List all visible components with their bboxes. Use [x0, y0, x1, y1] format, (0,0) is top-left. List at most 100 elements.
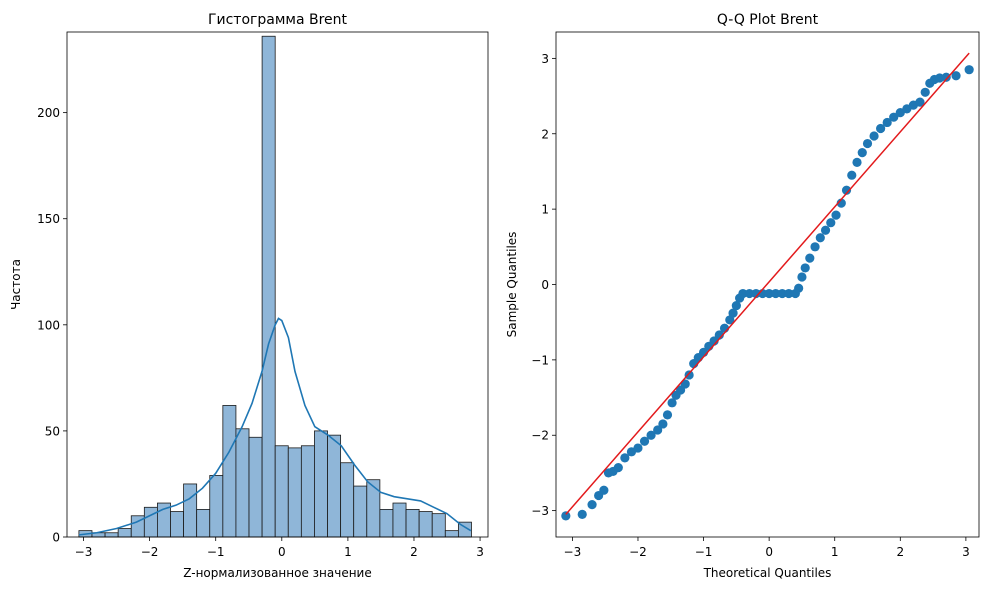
- qq-point: [831, 210, 841, 220]
- qq-point: [857, 147, 867, 158]
- histogram-y-ticks: 0 50 100 150 200: [37, 106, 67, 545]
- histogram-title: Гистограмма Brent: [208, 12, 348, 28]
- qq-point: [882, 117, 892, 128]
- histogram-bar: [235, 428, 250, 538]
- y-tick-label: 0: [541, 278, 549, 292]
- x-tick-label: 3: [962, 545, 970, 559]
- qq-reference-line: [565, 52, 970, 515]
- x-tick-label: −3: [75, 545, 93, 559]
- histogram-bar: [340, 462, 355, 538]
- x-tick-label: 0: [278, 545, 286, 559]
- histogram-bar: [287, 447, 302, 538]
- qq-point: [764, 288, 774, 299]
- histogram-bar: [327, 434, 342, 538]
- qq-point: [800, 263, 810, 273]
- qq-point: [876, 123, 886, 134]
- histogram-bar: [353, 485, 368, 538]
- histogram-bar: [222, 405, 237, 538]
- histogram-bar: [143, 506, 158, 538]
- histogram-x-label: Z-нормализованное значение: [183, 566, 371, 580]
- qq-point: [797, 272, 807, 282]
- histogram-bar: [274, 445, 289, 538]
- kde-curve: [78, 317, 472, 536]
- qq-points: [561, 65, 974, 521]
- qq-y-ticks: −3 −2 −1 0 1 2 3: [531, 52, 556, 518]
- qq-point: [852, 157, 862, 167]
- histogram-bar: [104, 532, 119, 538]
- histogram-bar: [418, 511, 433, 538]
- qq-point: [561, 511, 571, 521]
- histogram-bar: [314, 430, 328, 538]
- x-tick-label: 0: [765, 545, 773, 559]
- qq-point: [653, 425, 663, 435]
- qq-point: [869, 131, 879, 141]
- y-tick-label: −2: [531, 429, 549, 443]
- qq-point: [777, 288, 787, 299]
- qq-axes-frame: [555, 31, 980, 538]
- qq-point: [731, 301, 741, 311]
- histogram-bar: [379, 509, 394, 538]
- x-tick-label: −3: [564, 545, 582, 559]
- histogram-bar: [444, 530, 459, 538]
- x-tick-label: −2: [141, 545, 159, 559]
- qq-point: [751, 288, 761, 299]
- qq-point: [794, 283, 804, 293]
- x-tick-label: 3: [476, 545, 484, 559]
- qq-point: [810, 242, 820, 252]
- qq-point: [805, 253, 815, 263]
- qq-y-label: Sample Quantiles: [505, 232, 519, 338]
- histogram-bar: [170, 511, 184, 538]
- x-tick-label: 1: [831, 545, 839, 559]
- y-tick-label: −3: [531, 504, 549, 518]
- y-tick-label: 150: [37, 212, 60, 226]
- qq-point: [684, 370, 694, 380]
- qq-point: [826, 218, 836, 228]
- qq-point: [646, 430, 656, 440]
- histogram-x-ticks: −3 −2 −1 0 1 2 3: [75, 537, 484, 559]
- histogram-bar: [392, 502, 407, 538]
- x-tick-label: 2: [896, 545, 904, 559]
- qq-x-label: Theoretical Quantiles: [703, 566, 832, 580]
- x-tick-label: −2: [629, 545, 647, 559]
- qq-point: [658, 419, 668, 429]
- histogram-bar: [431, 513, 446, 538]
- qq-point: [738, 288, 748, 299]
- x-tick-label: 2: [410, 545, 418, 559]
- histogram-axes-frame: [66, 31, 489, 538]
- qq-title: Q-Q Plot Brent: [717, 12, 819, 28]
- x-tick-label: −1: [207, 545, 225, 559]
- y-tick-label: 3: [541, 52, 549, 66]
- qq-point: [633, 443, 643, 453]
- qq-point: [662, 410, 673, 420]
- qq-point: [680, 379, 690, 389]
- histogram-bar: [196, 509, 211, 538]
- histogram-bar: [209, 475, 224, 538]
- qq-point: [587, 499, 597, 510]
- qq-point: [577, 509, 587, 519]
- qq-point: [613, 463, 623, 473]
- qq-point: [820, 225, 831, 235]
- histogram-bar: [405, 509, 420, 538]
- histogram-bar: [183, 483, 198, 538]
- qq-point: [728, 308, 738, 318]
- qq-point: [847, 170, 857, 180]
- x-tick-label: −1: [695, 545, 713, 559]
- qq-point: [784, 288, 794, 299]
- y-tick-label: 0: [52, 531, 60, 545]
- x-tick-label: 1: [344, 545, 352, 559]
- histogram-panel: Гистограмма Brent −3 −2 −1 0 1 2 3 0 50 100 150 20…: [9, 12, 489, 580]
- histogram-bars: [78, 35, 472, 538]
- histogram-bar: [261, 35, 276, 538]
- histogram-bar: [248, 436, 263, 538]
- qq-point: [771, 288, 781, 299]
- y-tick-label: 50: [45, 424, 60, 438]
- qq-x-ticks: −3 −2 −1 0 1 2 3: [564, 537, 970, 559]
- histogram-bar: [117, 528, 132, 538]
- qq-point: [920, 87, 930, 97]
- qq-point: [915, 97, 925, 107]
- qq-point: [620, 453, 630, 463]
- y-tick-label: 100: [37, 318, 60, 332]
- qq-point: [836, 198, 846, 208]
- y-tick-label: −1: [531, 353, 549, 367]
- y-tick-label: 200: [37, 106, 60, 120]
